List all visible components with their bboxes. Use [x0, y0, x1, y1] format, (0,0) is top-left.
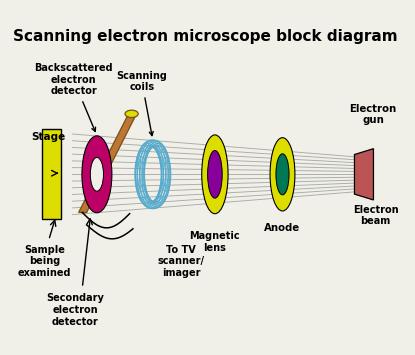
Ellipse shape: [90, 158, 103, 191]
Ellipse shape: [82, 136, 112, 213]
Ellipse shape: [208, 151, 222, 198]
Polygon shape: [78, 116, 136, 212]
Polygon shape: [354, 149, 374, 200]
Ellipse shape: [276, 154, 289, 195]
Text: Sample
being
examined: Sample being examined: [17, 245, 71, 278]
Ellipse shape: [202, 135, 228, 214]
Title: Scanning electron microscope block diagram: Scanning electron microscope block diagr…: [13, 29, 398, 44]
Bar: [42, 129, 61, 219]
Text: Stage: Stage: [31, 132, 66, 142]
Text: Secondary
electron
detector: Secondary electron detector: [46, 293, 104, 327]
Ellipse shape: [125, 110, 138, 118]
Text: Anode: Anode: [264, 223, 300, 233]
Text: Electron
gun: Electron gun: [349, 104, 397, 125]
Text: Backscattered
electron
detector: Backscattered electron detector: [34, 63, 113, 131]
Text: To TV
scanner/
imager: To TV scanner/ imager: [157, 245, 205, 278]
Ellipse shape: [270, 138, 295, 211]
Text: Magnetic
lens: Magnetic lens: [190, 231, 240, 252]
Text: Scanning
coils: Scanning coils: [116, 71, 167, 136]
Text: Electron
beam: Electron beam: [353, 179, 398, 226]
